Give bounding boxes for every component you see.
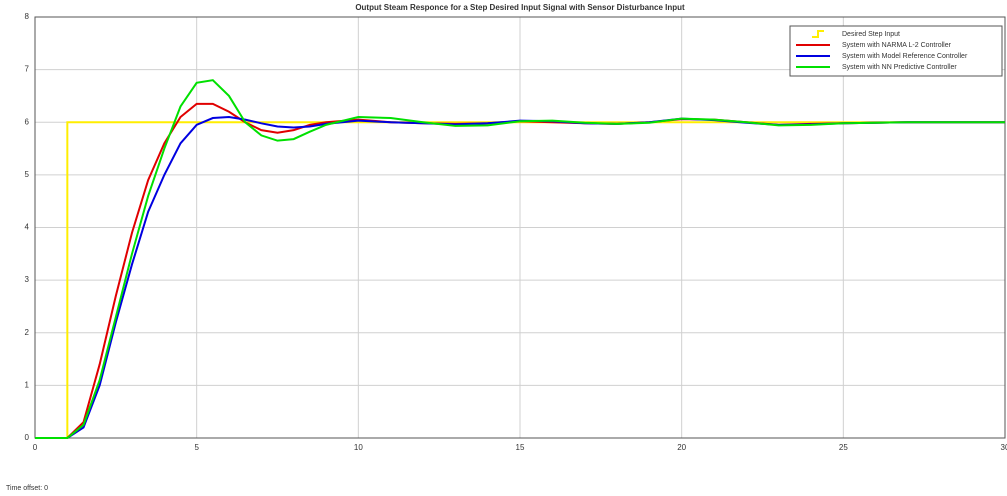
time-offset: Time offset: 0: [6, 485, 48, 492]
y-tick-label: 1: [25, 380, 30, 389]
legend-label: System with NN Predictive Controller: [842, 64, 957, 71]
x-tick-label: 15: [516, 443, 525, 452]
y-tick-label: 6: [25, 117, 30, 126]
legend-swatch: [812, 30, 824, 38]
y-tick-label: 8: [25, 12, 30, 21]
chart-title: Output Steam Responce for a Step Desired…: [355, 3, 685, 12]
y-tick-label: 4: [25, 223, 30, 232]
x-tick-label: 5: [194, 443, 199, 452]
x-tick-label: 10: [354, 443, 363, 452]
x-tick-label: 30: [1001, 443, 1007, 452]
legend-label: System with NARMA L-2 Controller: [842, 42, 952, 49]
legend-label: Desired Step Input: [842, 31, 900, 38]
y-tick-label: 3: [25, 275, 30, 284]
legend-box: [789, 25, 1003, 77]
y-tick-label: 7: [25, 65, 30, 74]
x-tick-label: 20: [677, 443, 686, 452]
y-tick-label: 2: [25, 328, 30, 337]
y-tick-label: 5: [25, 170, 30, 179]
legend-label: System with Model Reference Controller: [842, 53, 968, 60]
y-tick-label: 0: [25, 433, 30, 442]
x-tick-label: 25: [839, 443, 848, 452]
series-line: [35, 79, 1005, 439]
plot-frame: [34, 16, 1006, 439]
x-tick-label: 0: [33, 443, 38, 452]
